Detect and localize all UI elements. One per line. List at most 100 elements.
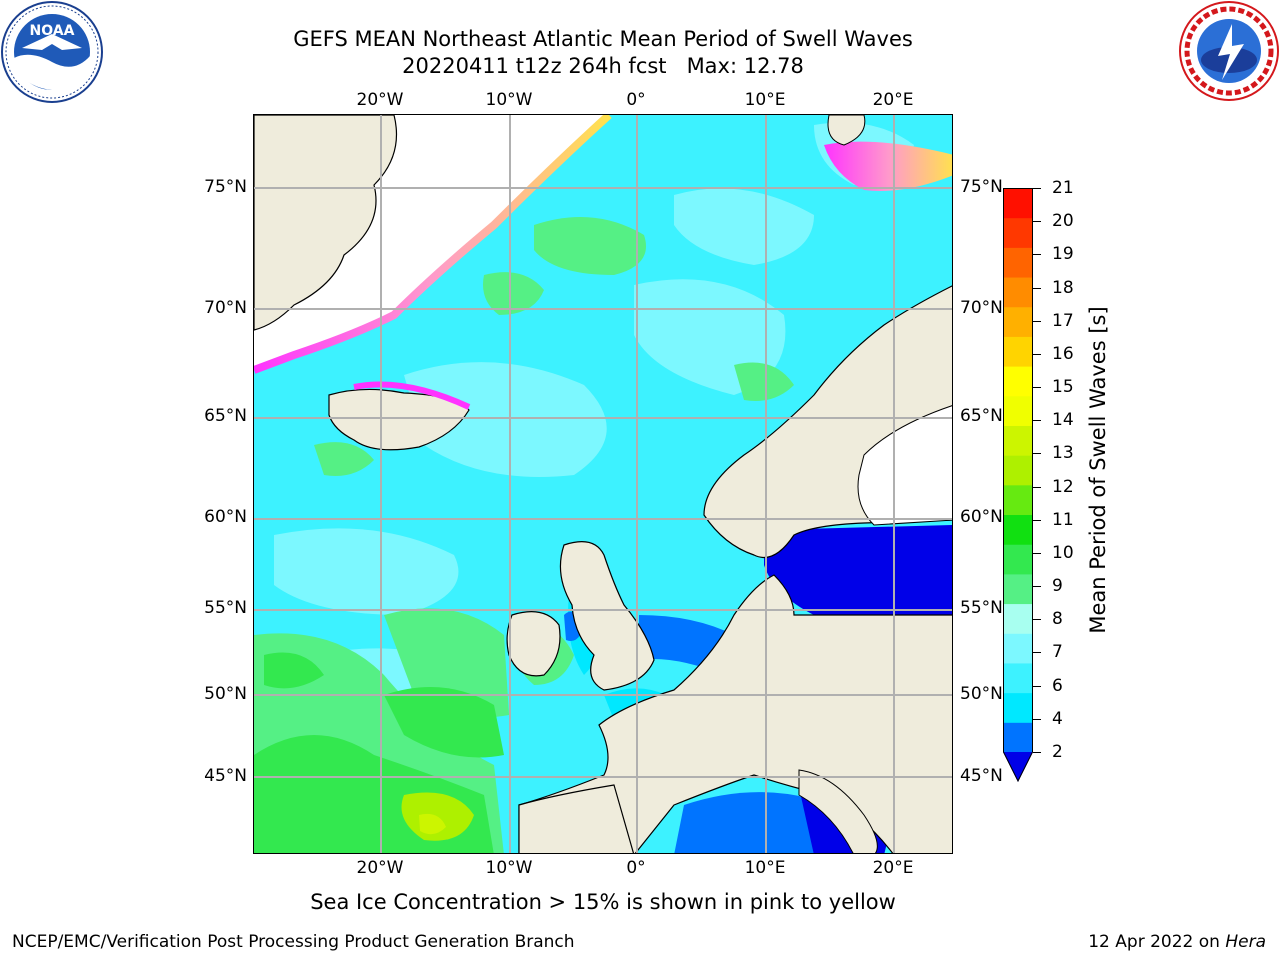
colorbar-segment xyxy=(1003,217,1033,248)
colorbar-segment xyxy=(1003,603,1033,634)
lon-label-top-20e: 20°E xyxy=(872,90,914,110)
noaa-logo: NOAA xyxy=(1,1,103,103)
lon-label-top-10w: 10°W xyxy=(485,90,533,110)
continental-europe-land xyxy=(518,574,952,853)
colorbar-tick-label: 10 xyxy=(1052,542,1074,563)
colorbar-tick-label: 15 xyxy=(1052,377,1074,398)
colorbar-tick-mark xyxy=(1033,254,1041,256)
iceland-land xyxy=(328,388,470,451)
lon-label-bottom-10e: 10°E xyxy=(744,858,786,878)
colorbar-segment xyxy=(1003,722,1033,753)
ireland-land xyxy=(506,611,561,677)
colorbar-tick-label: 13 xyxy=(1052,443,1074,464)
colorbar-tick-mark xyxy=(1033,221,1041,223)
colorbar-tick-mark xyxy=(1033,519,1041,521)
lat-label-right-65n: 65°N xyxy=(960,406,1003,426)
colorbar-tick-label: 14 xyxy=(1052,410,1074,431)
colorbar-segment xyxy=(1003,692,1033,723)
colorbar-tick-mark xyxy=(1033,420,1041,422)
colorbar-tick-mark xyxy=(1033,552,1041,554)
colorbar-tick-mark xyxy=(1033,320,1041,322)
lon-label-bottom-20e: 20°E xyxy=(872,858,914,878)
colorbar-outline xyxy=(1003,188,1033,782)
colorbar-tick-mark xyxy=(1033,387,1041,389)
colorbar-segment xyxy=(1003,425,1033,456)
svalbard-ice xyxy=(824,141,952,191)
lat-label-right-45n: 45°N xyxy=(960,766,1003,786)
colorbar-segment xyxy=(1003,336,1033,367)
greenland-land xyxy=(254,115,398,331)
colorbar-segment xyxy=(1003,573,1033,605)
map-canvas xyxy=(254,115,952,853)
generation-date: 12 Apr 2022 on Hera xyxy=(1088,932,1266,952)
colorbar-title: Mean Period of Swell Waves [s] xyxy=(1086,306,1110,634)
graticule xyxy=(254,115,952,853)
colorbar-segment xyxy=(1003,633,1033,664)
lat-label-right-60n: 60°N xyxy=(960,507,1003,527)
colorbar-tick-label: 21 xyxy=(1052,178,1074,198)
host-name: Hera xyxy=(1225,932,1266,952)
colorbar-tick-label: 8 xyxy=(1052,609,1063,630)
italy-land xyxy=(798,769,878,853)
colorbar-tick-label: 7 xyxy=(1052,642,1063,663)
colorbar-tick-mark xyxy=(1033,718,1041,720)
colorbar-tick-mark xyxy=(1033,486,1041,488)
lon-label-bottom-0: 0° xyxy=(626,858,646,878)
lat-label-right-70n: 70°N xyxy=(960,298,1003,318)
colorbar-tick-label: 12 xyxy=(1052,476,1074,497)
colorbar-tick-label: 9 xyxy=(1052,576,1063,597)
lat-label-left-60n: 60°N xyxy=(204,507,247,527)
producer-credit: NCEP/EMC/Verification Post Processing Pr… xyxy=(12,932,575,952)
svalbard-land xyxy=(827,115,866,146)
colorbar-tick-mark xyxy=(1033,619,1041,621)
gulf-of-bothnia-ice xyxy=(857,405,952,526)
colorbar-tick-label: 4 xyxy=(1052,708,1063,729)
chart-title: GEFS MEAN Northeast Atlantic Mean Period… xyxy=(293,27,913,51)
colorbar-segment xyxy=(1003,188,1033,219)
lat-label-left-55n: 55°N xyxy=(204,598,247,618)
nws-logo xyxy=(1179,1,1279,101)
colorbar-tick-label: 17 xyxy=(1052,310,1074,331)
chart-subtitle: 20220411 t12z 264h fcst Max: 12.78 xyxy=(402,54,804,78)
colorbar-segment xyxy=(1003,455,1033,486)
colorbar-tick-label: 19 xyxy=(1052,244,1074,265)
iberia-land xyxy=(518,784,635,853)
colorbar-tick-label: 20 xyxy=(1052,211,1074,232)
colorbar-tick-label: 11 xyxy=(1052,509,1074,530)
iceland-ice-edge xyxy=(353,381,471,410)
lat-label-right-75n: 75°N xyxy=(960,177,1003,197)
lat-label-left-45n: 45°N xyxy=(204,766,247,786)
colorbar-tick-label: 16 xyxy=(1052,343,1074,364)
lon-label-top-0: 0° xyxy=(626,90,646,110)
colorbar-tick-mark xyxy=(1033,353,1041,355)
colorbar-tick-mark xyxy=(1033,188,1041,189)
colorbar-tick-mark xyxy=(1033,752,1041,753)
colorbar-tick-label: 6 xyxy=(1052,675,1063,696)
colorbar-segment xyxy=(1003,484,1033,516)
lon-label-top-20w: 20°W xyxy=(356,90,404,110)
colorbar-tick-mark xyxy=(1033,652,1041,654)
colorbar-segment xyxy=(1003,306,1033,337)
lat-label-left-70n: 70°N xyxy=(204,298,247,318)
colorbar xyxy=(1003,188,1033,782)
great-britain-land xyxy=(559,541,655,691)
sea-ice-edge xyxy=(254,115,612,374)
lat-label-right-50n: 50°N xyxy=(960,684,1003,704)
colorbar-tick-mark xyxy=(1033,685,1041,687)
lat-label-left-50n: 50°N xyxy=(204,684,247,704)
colorbar-segment xyxy=(1003,514,1033,545)
colorbar-under-triangle xyxy=(1003,752,1033,782)
colorbar-segment xyxy=(1003,544,1033,575)
date-text: 12 Apr 2022 on xyxy=(1088,932,1226,952)
colorbar-tick-mark xyxy=(1033,586,1041,588)
lon-label-bottom-20w: 20°W xyxy=(356,858,404,878)
colorbar-tick-label: 2 xyxy=(1052,742,1063,762)
colorbar-segment xyxy=(1003,277,1033,308)
colorbar-segment xyxy=(1003,366,1033,397)
lat-label-right-55n: 55°N xyxy=(960,598,1003,618)
svg-text:NOAA: NOAA xyxy=(30,23,75,39)
colorbar-segment xyxy=(1003,395,1033,426)
swell-period-map xyxy=(253,114,953,854)
colorbar-segment xyxy=(1003,662,1033,694)
sea-ice-note: Sea Ice Concentration > 15% is shown in … xyxy=(310,890,896,914)
